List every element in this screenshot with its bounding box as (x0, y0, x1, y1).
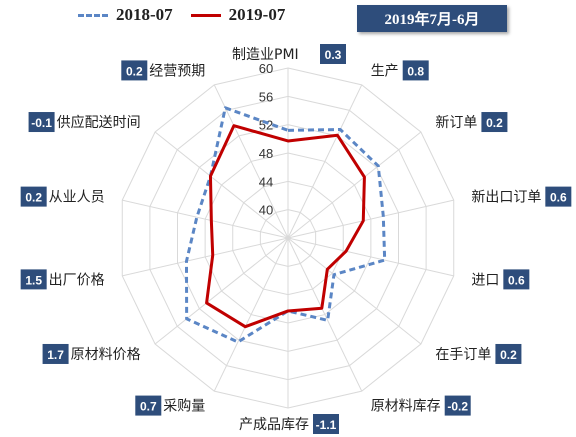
change-badge (503, 269, 530, 290)
change-badge (121, 60, 148, 81)
axis-label-group: 采购量 0.7 (135, 395, 205, 416)
tick-label: 48 (259, 146, 273, 161)
axis-label-group: 经营预期 0.2 (121, 60, 205, 81)
series-line-2019-07 (205, 124, 366, 329)
legend-label-2019: 2019-07 (228, 5, 286, 24)
change-badge (20, 269, 47, 290)
change-value: 1.5 (25, 273, 42, 287)
axis-label: 新出口订单 (471, 190, 541, 206)
axis-label-group: 供应配送时间 -0.1 (28, 112, 141, 133)
spoke-line (287, 131, 422, 239)
change-value: 0.7 (140, 400, 157, 414)
axis-label: 生产 (371, 63, 399, 79)
spoke-line (287, 84, 363, 239)
axis-label: 经营预期 (149, 63, 205, 79)
axis-label-group: 制造业PMI 0.3 (232, 44, 346, 64)
change-badge (444, 395, 471, 416)
spoke-line (122, 237, 289, 277)
axis-label: 原材料价格 (71, 347, 141, 363)
axis-label: 在手订单 (435, 347, 491, 363)
axis-label: 采购量 (163, 399, 205, 415)
spoke-line (287, 237, 422, 345)
spoke-line (213, 237, 289, 392)
axis-label-group: 生产 0.8 (371, 60, 429, 81)
tick-label: 40 (259, 203, 273, 218)
change-value: 0.6 (508, 273, 525, 287)
axis-label-group: 原材料价格 1.7 (42, 343, 141, 364)
axis-label: 从业人员 (49, 190, 105, 206)
radar-spokes (122, 68, 454, 408)
tick-label: 60 (259, 61, 273, 76)
axis-label: 供应配送时间 (57, 114, 141, 131)
spoke-line (154, 131, 289, 239)
axis-label-group: 从业人员 0.2 (20, 186, 105, 207)
change-value: 0.8 (407, 64, 424, 78)
chart-legend: 2018-07 2019-07 (78, 5, 303, 25)
spoke-line (154, 237, 289, 345)
change-badge (313, 414, 339, 434)
tick-label: 56 (259, 89, 273, 104)
radial-tick-labels: 40 44 48 52 56 60 (259, 61, 273, 218)
change-badge (28, 112, 55, 133)
change-value: 0.2 (486, 116, 503, 130)
change-value: 0.6 (550, 191, 567, 205)
change-badge (402, 60, 429, 81)
period-badge: 2019年7月-6月 (357, 5, 507, 32)
spoke-line (287, 237, 454, 277)
change-badge (20, 186, 47, 207)
radar-series (184, 106, 387, 344)
axis-labels: 制造业PMI 0.3 生产 0.8 新订单 0.2 新出口订单 0.6 进口 0.6 在手订单 0.2… (20, 44, 572, 434)
legend-label-2018: 2018-07 (116, 5, 173, 24)
axis-label: 原材料库存 (371, 399, 441, 415)
axis-label-group: 产成品库存 -1.1 (239, 414, 339, 434)
spoke-line (287, 199, 454, 239)
axis-label-group: 新出口订单 0.6 (471, 186, 572, 207)
tick-label: 44 (259, 174, 273, 189)
legend-item-2018: 2018-07 (78, 5, 173, 25)
spoke-line (287, 237, 363, 392)
change-value: -0.2 (447, 400, 468, 414)
change-value: 0.3 (325, 48, 342, 62)
axis-label: 新订单 (435, 115, 477, 131)
change-value: 0.2 (25, 191, 42, 205)
axis-label-group: 原材料库存 -0.2 (371, 395, 471, 416)
spoke-line (213, 84, 289, 239)
axis-label-group: 新订单 0.2 (435, 112, 508, 133)
change-value: 0.2 (126, 64, 143, 78)
spoke-line (122, 199, 289, 239)
change-badge (495, 343, 522, 364)
tick-label: 52 (259, 118, 273, 133)
change-value: -0.1 (31, 116, 52, 130)
axis-label-group: 出厂价格 1.5 (20, 269, 105, 290)
axis-label: 制造业PMI (232, 47, 299, 63)
series-line-2018-07 (184, 106, 387, 344)
legend-dashed-swatch (78, 13, 108, 17)
axis-label-group: 进口 0.6 (471, 269, 530, 290)
change-badge (481, 112, 508, 133)
axis-label: 产成品库存 (239, 417, 309, 433)
period-label: 2019年7月-6月 (384, 12, 480, 28)
change-value: 0.2 (500, 348, 517, 362)
legend-solid-swatch (190, 13, 221, 17)
change-value: 1.7 (47, 348, 64, 362)
change-badge (545, 186, 572, 207)
axis-label-group: 在手订单 0.2 (435, 343, 522, 364)
change-badge (135, 395, 162, 416)
change-badge (320, 44, 346, 64)
change-badge (42, 343, 69, 364)
legend-item-2019: 2019-07 (190, 5, 286, 25)
axis-label: 出厂价格 (49, 272, 105, 288)
change-value: -1.1 (316, 418, 337, 432)
axis-label: 进口 (471, 272, 499, 288)
